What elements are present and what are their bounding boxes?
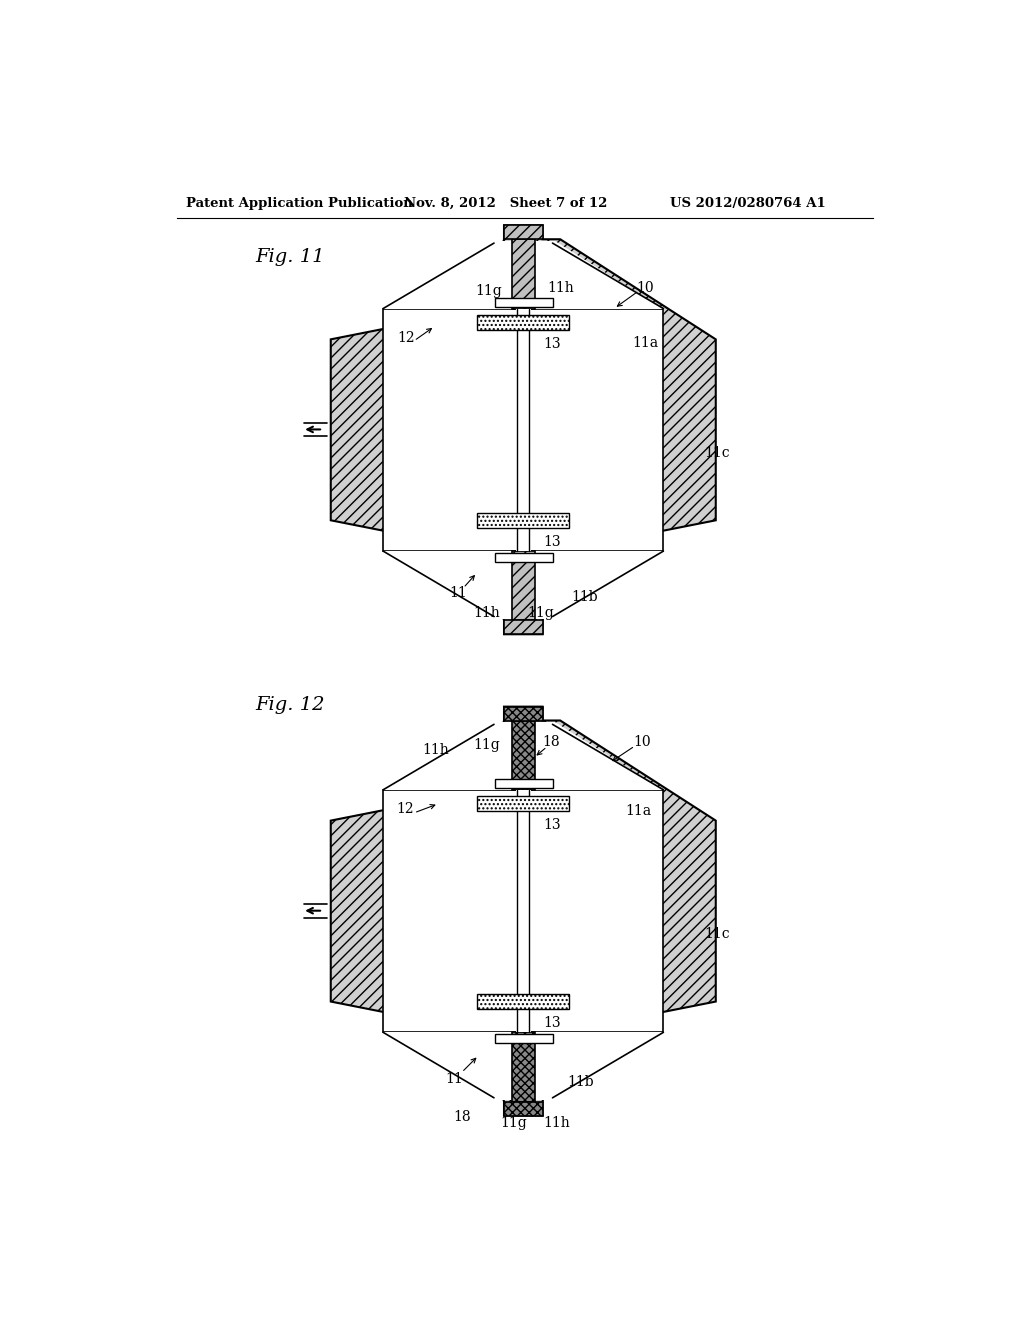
Text: 11g: 11g — [475, 284, 502, 298]
Polygon shape — [383, 240, 512, 309]
Bar — [477, 314, 569, 330]
Text: US 2012/0280764 A1: US 2012/0280764 A1 — [670, 197, 825, 210]
Polygon shape — [383, 1032, 512, 1100]
Text: Nov. 8, 2012   Sheet 7 of 12: Nov. 8, 2012 Sheet 7 of 12 — [403, 197, 607, 210]
Bar — [512, 1032, 535, 1102]
Text: 11b: 11b — [567, 1076, 594, 1089]
Text: 11a: 11a — [626, 804, 652, 818]
Bar — [477, 994, 569, 1010]
Bar — [504, 226, 543, 239]
Polygon shape — [331, 706, 716, 1115]
Text: 11b: 11b — [571, 590, 598, 605]
Text: 18: 18 — [453, 1110, 470, 1125]
Polygon shape — [383, 789, 664, 1032]
Bar — [495, 553, 553, 562]
Text: 18: 18 — [542, 735, 560, 748]
Bar — [383, 789, 664, 1032]
Text: 11g: 11g — [526, 606, 554, 619]
Text: 10: 10 — [634, 735, 651, 748]
Bar — [495, 779, 553, 788]
Text: 11: 11 — [445, 1072, 463, 1085]
Text: 11h: 11h — [547, 281, 573, 294]
Bar — [512, 239, 535, 309]
Text: 11c: 11c — [705, 927, 730, 941]
Text: 12: 12 — [396, 803, 415, 816]
Text: 10: 10 — [636, 281, 653, 294]
Text: 13: 13 — [544, 337, 561, 351]
Polygon shape — [535, 552, 664, 619]
Text: 11h: 11h — [422, 743, 449, 756]
Polygon shape — [331, 226, 716, 635]
Text: Patent Application Publication: Patent Application Publication — [186, 197, 413, 210]
Bar — [477, 512, 569, 528]
Bar — [504, 620, 543, 635]
Text: 13: 13 — [544, 535, 561, 549]
Text: 13: 13 — [544, 1016, 561, 1030]
Bar — [516, 309, 531, 552]
Bar — [516, 789, 531, 1032]
Bar — [477, 796, 569, 812]
Text: 11a: 11a — [632, 337, 658, 350]
Text: 11g: 11g — [473, 738, 500, 752]
Polygon shape — [535, 240, 664, 309]
Polygon shape — [535, 722, 664, 789]
Text: 11: 11 — [449, 586, 467, 601]
Text: 12: 12 — [397, 331, 415, 345]
Text: 11c: 11c — [705, 446, 730, 459]
Polygon shape — [535, 1032, 664, 1100]
Text: 11g: 11g — [501, 1117, 527, 1130]
Bar — [383, 309, 664, 552]
Text: 13: 13 — [544, 818, 561, 832]
Bar — [504, 1102, 543, 1115]
Bar — [495, 298, 553, 308]
Polygon shape — [383, 722, 512, 789]
Bar — [495, 1034, 553, 1043]
Polygon shape — [383, 552, 512, 619]
Text: Fig. 11: Fig. 11 — [255, 248, 325, 265]
Text: 11h: 11h — [544, 1117, 570, 1130]
Bar — [504, 706, 543, 721]
Bar — [512, 552, 535, 620]
Text: Fig. 12: Fig. 12 — [255, 696, 325, 714]
Polygon shape — [383, 309, 664, 552]
Bar — [512, 721, 535, 789]
Text: 11h: 11h — [474, 606, 501, 619]
